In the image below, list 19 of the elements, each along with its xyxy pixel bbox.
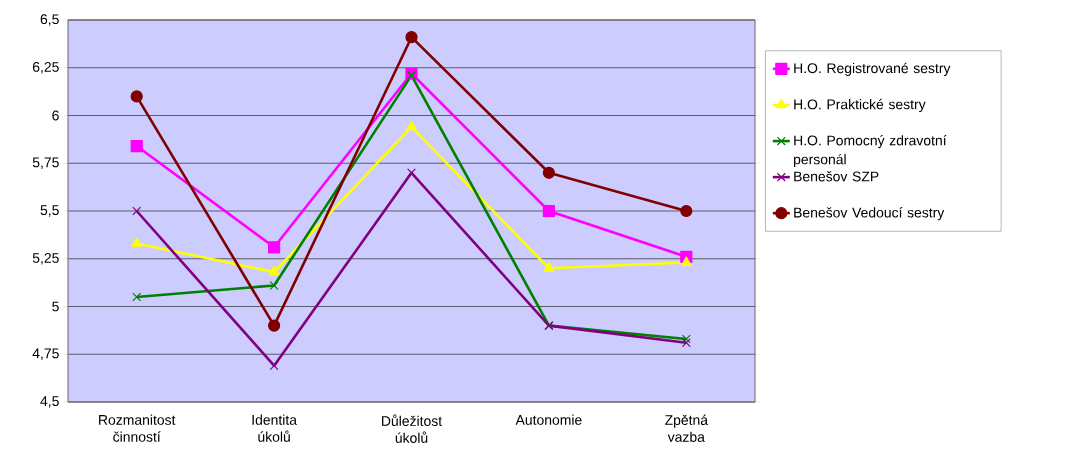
y-tick-label: 5,75 bbox=[32, 157, 59, 169]
y-tick-label: 4,5 bbox=[40, 396, 59, 408]
y-tick-label: 5,25 bbox=[32, 252, 59, 265]
legend-label: Benešov Vedoucí sestry bbox=[794, 207, 945, 221]
x-tick-label: Rozmanitost činností bbox=[99, 414, 176, 442]
y-tick-label: 6,5 bbox=[40, 14, 59, 26]
x-tick-label: Zpětná vazba bbox=[665, 414, 709, 442]
x-tick-label: Důležitost úkolů bbox=[382, 414, 443, 443]
y-tick-label: 6 bbox=[52, 110, 59, 121]
legend-label: H.O. Registrované sestry bbox=[794, 62, 951, 76]
y-tick-label: 5 bbox=[52, 301, 59, 312]
x-tick-label: Identita úkolů bbox=[252, 414, 297, 442]
y-tick-label: 5,5 bbox=[40, 205, 59, 217]
y-tick-label: 4,75 bbox=[32, 348, 59, 360]
legend-label: Benešov SZP bbox=[794, 171, 879, 182]
legend-label: H.O. Praktické sestry bbox=[794, 98, 926, 113]
legend-label: H.O. Pomocný zdravotní personál bbox=[794, 134, 947, 168]
x-tick-label: Autonomie bbox=[515, 414, 582, 425]
y-tick-label: 6,25 bbox=[32, 61, 59, 74]
